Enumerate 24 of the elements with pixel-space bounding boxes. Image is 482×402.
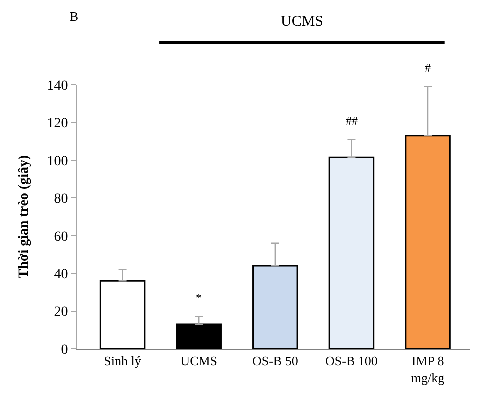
bar	[252, 265, 298, 349]
y-axis-title: Thời gian trèo (giây)	[16, 155, 32, 279]
y-tick-label: 100	[47, 154, 68, 170]
x-tick-label: UCMS	[180, 354, 218, 369]
x-tick-label: OS-B 50	[252, 354, 298, 369]
annotation: *	[196, 291, 202, 305]
y-tick-label: 40	[54, 267, 68, 282]
bar	[405, 135, 451, 349]
y-tick-label: 20	[54, 305, 68, 320]
y-tick-label: 0	[61, 342, 68, 358]
bar	[100, 280, 146, 349]
chart-title: B	[70, 9, 79, 24]
text: #	[425, 61, 431, 75]
x-tick-label: IMP 8 mg/kg	[411, 354, 446, 386]
x-tick-label: OS-B 100	[326, 354, 378, 369]
annotation: ##	[346, 114, 358, 128]
x-tick-label: Sinh lý	[104, 354, 142, 369]
y-tick-label: 140	[47, 78, 68, 94]
y-tick-label: 80	[54, 192, 68, 208]
bar	[328, 156, 375, 349]
y-tick-label: 60	[54, 230, 68, 245]
y-tick-label: 120	[47, 116, 68, 132]
text: UCMS	[281, 14, 324, 30]
bar	[176, 324, 222, 349]
